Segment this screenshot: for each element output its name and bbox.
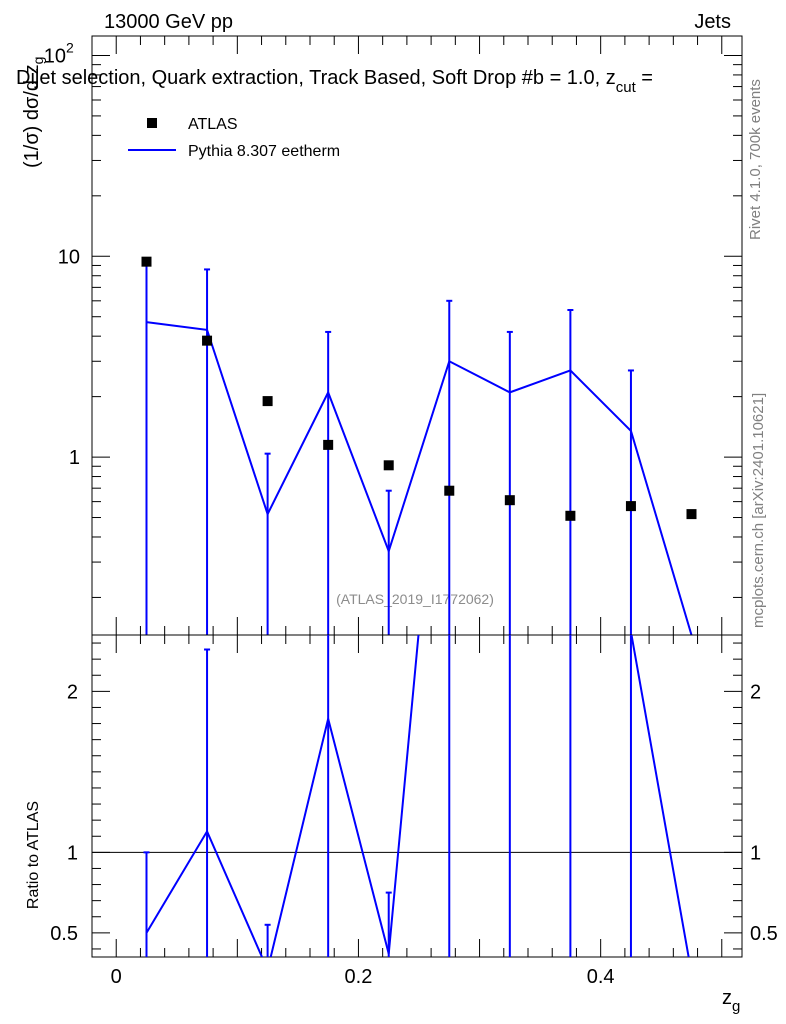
legend-mc-label: Pythia 8.307 eetherm [188,143,340,160]
main-y-tick-label-top: 10 [44,45,66,67]
legend-data-marker [147,118,157,128]
atlas-data-point [262,396,273,407]
mcplots-label: mcplots.cern.ch [arXiv:2401.10621] [750,393,767,628]
ratio-y-tick-label: 0.5 [50,923,78,945]
atlas-data-point [202,335,213,346]
plot-title-tail: = [636,67,653,89]
ratio-y-tick-label: 1 [67,842,78,864]
atlas-data-point [686,509,697,520]
analysis-watermark: (ATLAS_2019_I1772062) [336,591,494,607]
main-y-axis-label: (1/σ) dσ/d zg [21,57,46,168]
x-axis-label: zg [722,987,740,1015]
main-plot-area [141,256,697,635]
ratio-y-tick-label: 2 [67,681,78,703]
ratio-y-tick-label-right: 2 [750,681,761,703]
mc-series-line [146,321,693,635]
x-axis-label-main: z [722,987,732,1009]
main-y-tick-label-top-exp: 2 [66,39,74,55]
ratio-frame [91,634,743,958]
x-tick-label: 0 [111,966,122,988]
atlas-data-point [444,485,455,496]
ratio-plot-area [143,635,690,957]
atlas-data-point [504,495,515,506]
ratio-y-tick-label-right: 1 [750,842,761,864]
main-y-axis-label-sub: g [30,57,46,65]
main-y-tick-label: 10 [58,246,80,268]
x-axis-label-sub: g [732,998,740,1015]
ratio-series-line [145,635,690,957]
plot-title: Dijet selection, Quark extraction, Track… [16,67,653,96]
atlas-data-point [383,460,394,471]
main-y-axis-label-main: (1/σ) dσ/d z [21,64,43,168]
atlas-data-point [323,439,334,450]
ratio-y-axis-label: Ratio to ATLAS [25,801,42,909]
legend-data-label: ATLAS [188,116,238,133]
atlas-data-point [565,510,576,521]
atlas-data-point [141,256,152,267]
plot-title-main: Dijet selection, Quark extraction, Track… [16,67,616,89]
plot-title-sub: cut [616,79,637,96]
header-right: Jets [694,11,731,33]
x-tick-label: 0.2 [345,966,373,988]
main-y-tick-label: 1 [69,447,80,469]
x-tick-label: 0.4 [587,966,615,988]
header-left: 13000 GeV pp [104,11,233,33]
rivet-label: Rivet 4.1.0, 700k events [747,79,764,240]
ratio-panel: 0 0.2 0.4 0.5 0.5 1 1 2 2 [50,634,778,988]
atlas-data-point [625,501,636,512]
ratio-y-tick-label-right: 0.5 [750,923,778,945]
